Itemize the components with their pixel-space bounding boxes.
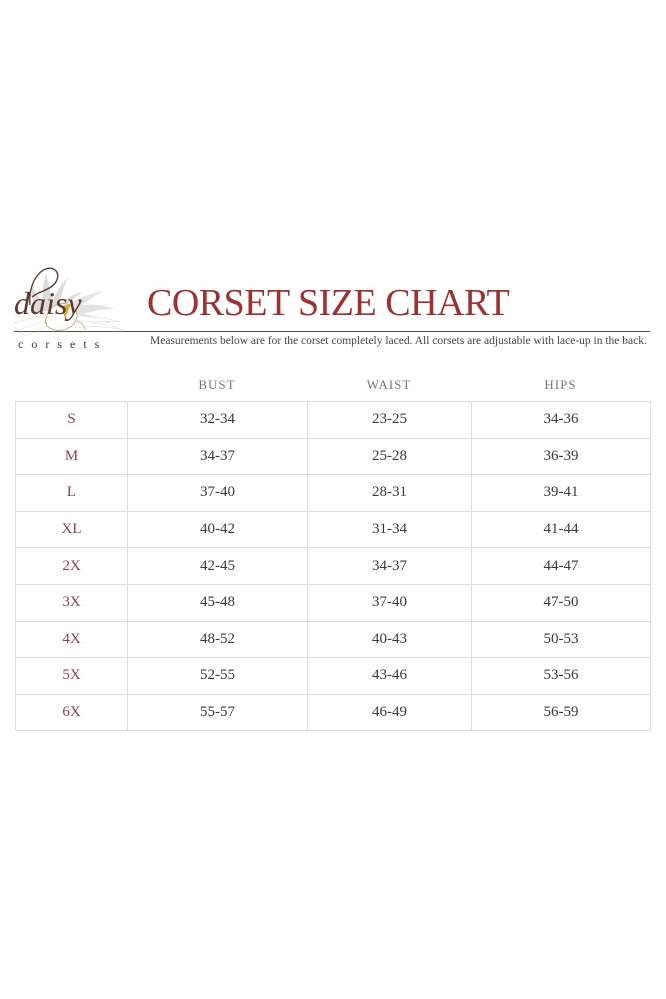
svg-text:daisy: daisy [14,285,82,321]
